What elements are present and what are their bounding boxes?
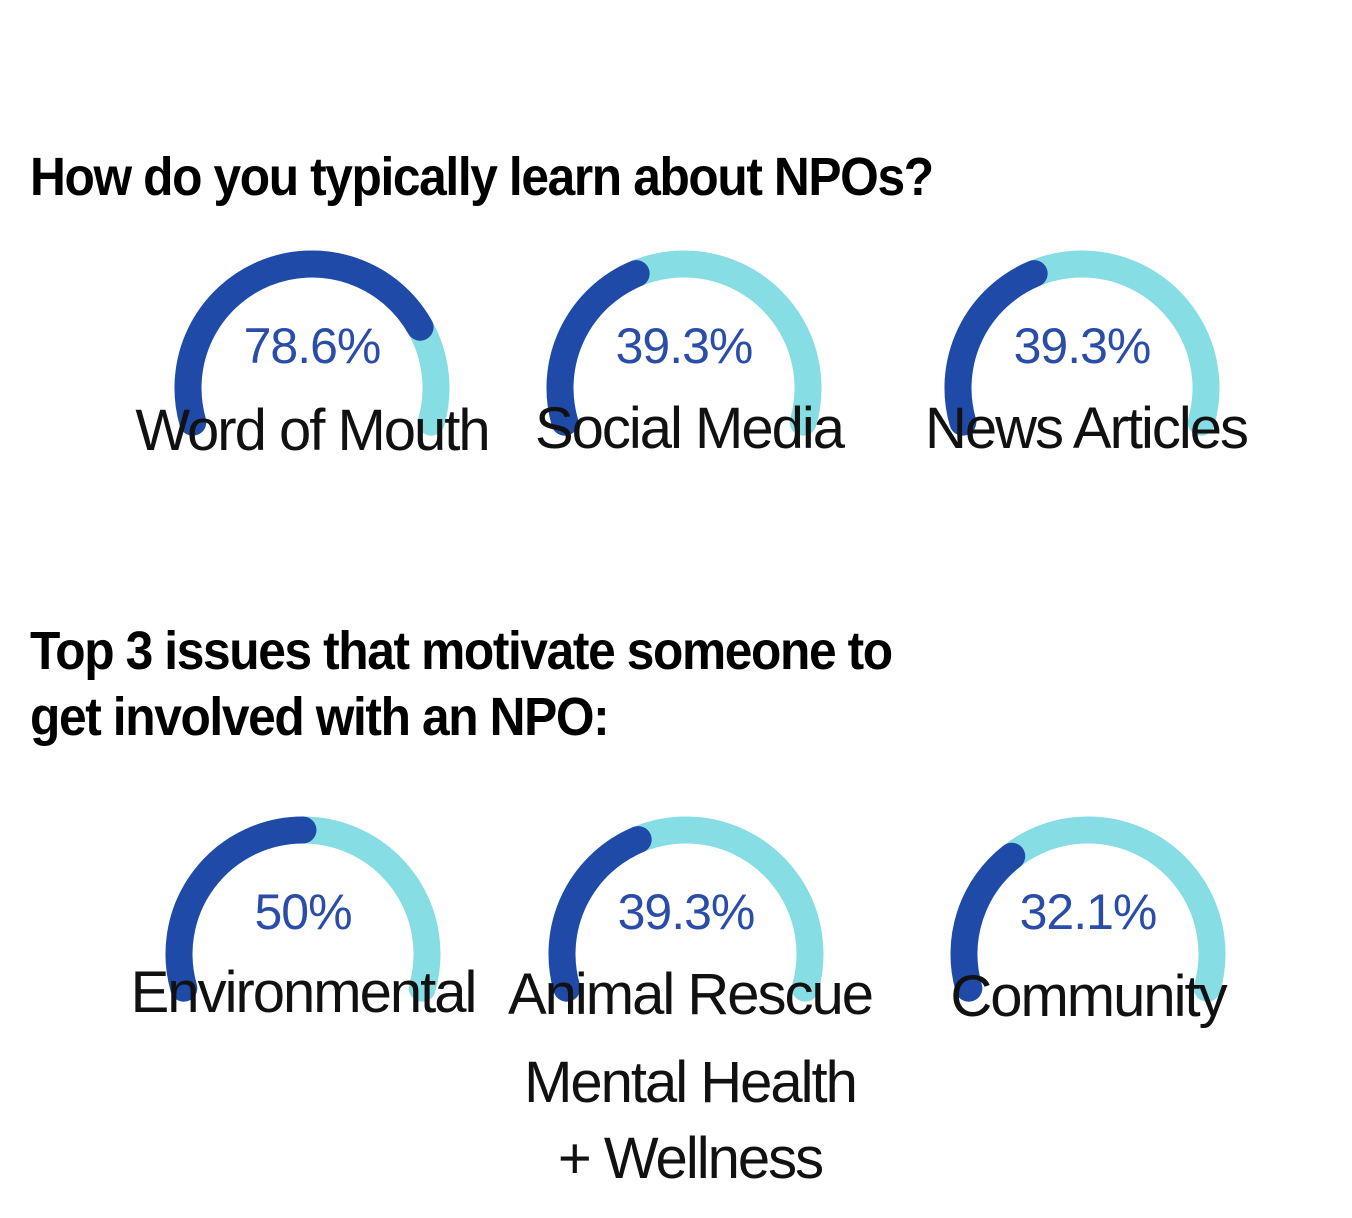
gauge-value-text: 78.6% — [244, 318, 381, 374]
section-2-heading-line-1: Top 3 issues that motivate someone to — [30, 621, 893, 681]
gauge-environmental: 50% — [165, 816, 441, 1002]
gauge-value-text: 39.3% — [618, 884, 755, 940]
section-2-heading-line-2: get involved with an NPO: — [30, 687, 610, 747]
gauge-fill — [944, 260, 1048, 436]
gauge-animal-rescue: 39.3% — [548, 816, 824, 1002]
gauge-value-text: 39.3% — [1014, 318, 1151, 374]
gauge-fill — [950, 842, 1026, 1002]
section-1-heading: How do you typically learn about NPOs? — [30, 147, 934, 207]
gauge-label-wellness: + Wellness — [557, 1126, 824, 1191]
section-2-heading: Top 3 issues that motivate someone to ge… — [30, 618, 893, 750]
gauge-label-social-media: Social Media — [534, 396, 845, 461]
gauge-label-animal-rescue: Animal Rescue — [507, 962, 874, 1027]
gauge-word-of-mouth: 78.6% — [174, 250, 450, 436]
gauge-news-articles: 39.3% — [944, 250, 1220, 436]
gauge-fill — [546, 260, 650, 436]
gauge-fill — [174, 250, 434, 436]
gauge-label-news-articles: News Articles — [924, 396, 1249, 461]
gauge-label-word-of-mouth: Word of Mouth — [135, 398, 490, 463]
gauge-label-environmental: Environmental — [130, 960, 478, 1025]
gauge-value-text: 39.3% — [616, 318, 753, 374]
gauge-fill — [165, 816, 317, 1002]
gauge-community: 32.1% — [950, 816, 1226, 1002]
gauge-label-mental-health: Mental Health — [524, 1050, 858, 1115]
gauge-value-text: 50% — [254, 884, 351, 940]
gauge-value-text: 32.1% — [1020, 884, 1157, 940]
gauge-social-media: 39.3% — [546, 250, 822, 436]
gauge-label-community: Community — [950, 964, 1227, 1029]
gauge-fill — [548, 826, 652, 1002]
